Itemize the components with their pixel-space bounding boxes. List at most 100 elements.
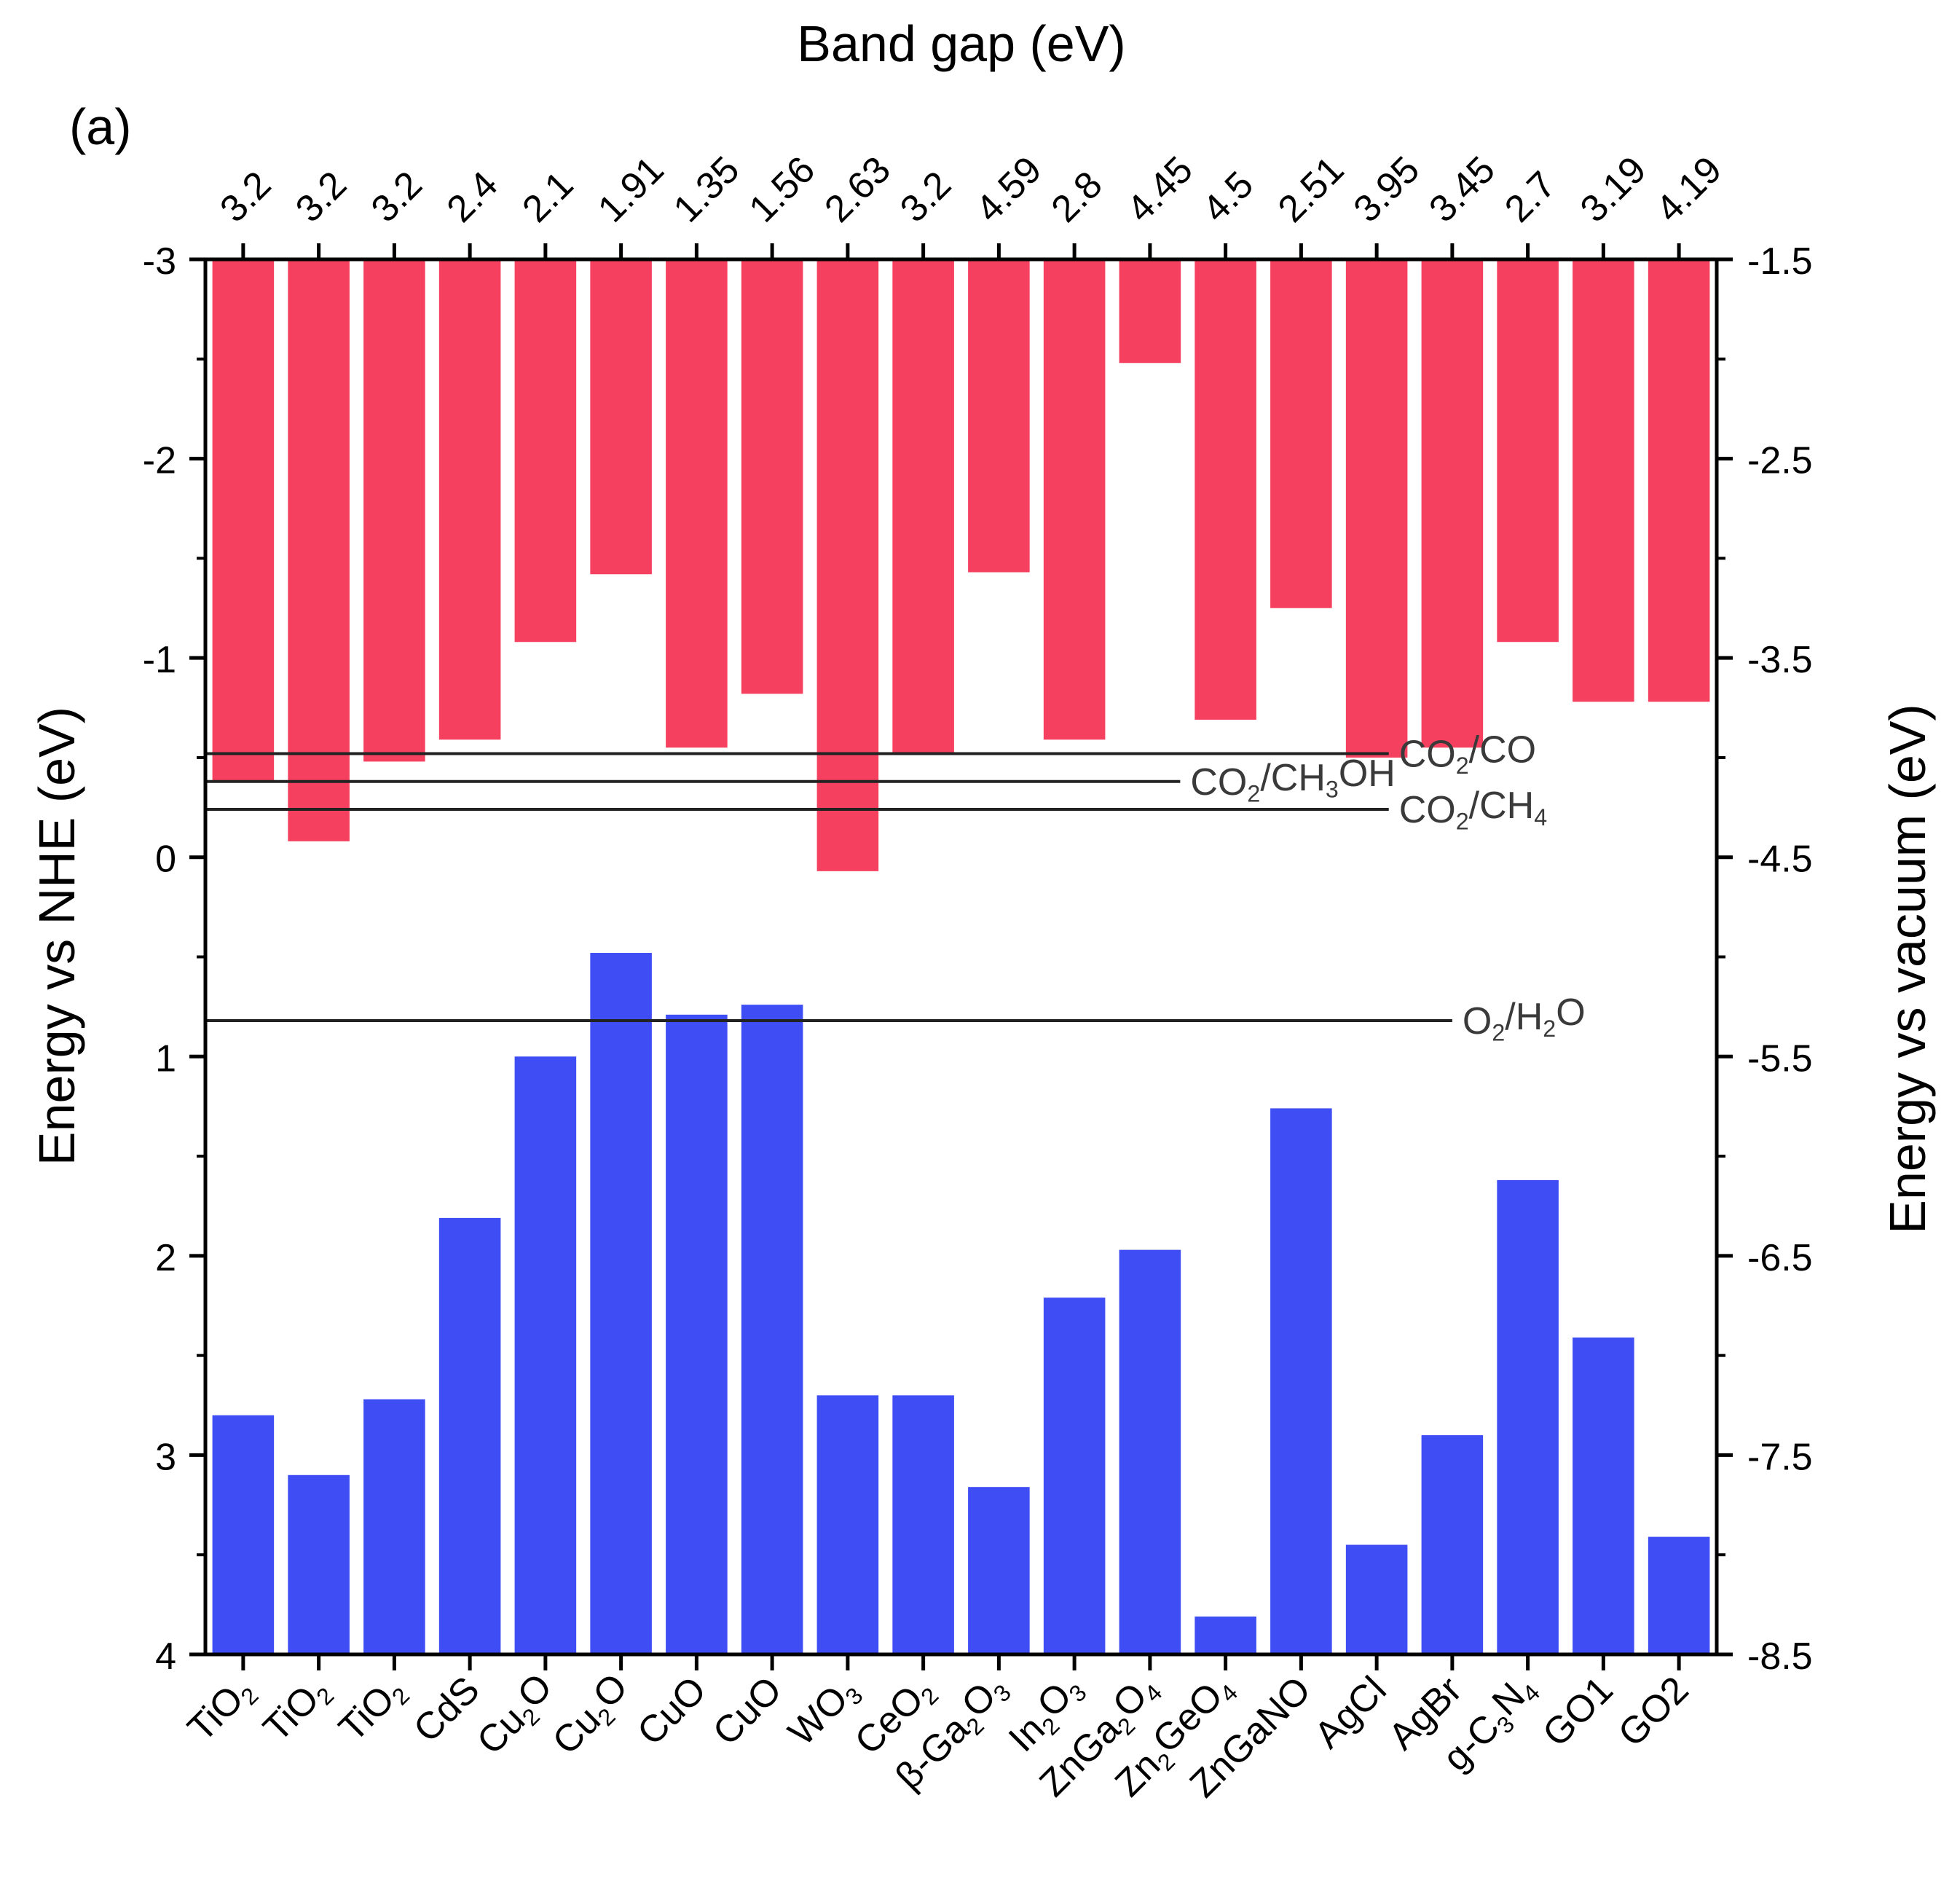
left-tick-label: 3 <box>155 1436 176 1478</box>
conduction-band-bar <box>1648 259 1710 702</box>
conduction-band-bar <box>590 259 652 575</box>
material-label: TiO2​ <box>256 1668 339 1752</box>
band-gap-label: 2.4 <box>439 163 506 230</box>
valence-band-bar <box>816 1395 879 1654</box>
valence-band-bar <box>288 1474 350 1654</box>
band-gap-label: 1.91 <box>590 149 672 231</box>
band-gap-label: 4.59 <box>968 149 1050 231</box>
conduction-band-bar <box>514 259 577 643</box>
band-gap-label: 2.1 <box>514 163 581 230</box>
conduction-band-bar <box>1270 259 1332 608</box>
band-gap-label: 4.45 <box>1119 149 1201 231</box>
reference-line-label: O2​/H2​O <box>1463 991 1586 1046</box>
left-tick-label: -1 <box>143 639 176 681</box>
band-gap-label: 3.45 <box>1421 149 1503 231</box>
reference-line-label: CO2​/CH4​ <box>1399 785 1547 835</box>
band-gap-label: 2.8 <box>1044 163 1111 230</box>
band-gap-label: 3.2 <box>288 163 355 230</box>
valence-band-bar <box>1119 1249 1181 1654</box>
valence-band-bar <box>438 1217 501 1654</box>
top-axis-title: Band gap (eV) <box>797 15 1125 72</box>
valence-band-bar <box>363 1399 425 1654</box>
left-tick-label: 4 <box>155 1635 176 1678</box>
conduction-band-bar <box>892 259 954 754</box>
conduction-band-bar <box>1345 259 1408 758</box>
conduction-band-bar <box>1497 259 1559 643</box>
valence-band-bar <box>1648 1536 1710 1654</box>
material-label: CuO <box>705 1668 790 1753</box>
valence-band-bar <box>514 1056 577 1654</box>
conduction-band-bar <box>1119 259 1181 364</box>
valence-band-bar <box>590 953 652 1654</box>
conduction-band-bar <box>438 259 501 740</box>
material-label: TiO2​ <box>180 1668 264 1752</box>
conduction-band-bar <box>1195 259 1256 720</box>
right-tick-label: -4.5 <box>1747 838 1813 881</box>
valence-band-bar <box>212 1415 275 1654</box>
conduction-band-bar <box>968 259 1030 573</box>
axis-ticks-group <box>189 243 1733 1670</box>
band-gap-label: 2.7 <box>1497 163 1564 230</box>
conduction-band-bar <box>1573 259 1634 702</box>
valence-band-bar <box>1270 1108 1332 1654</box>
conduction-band-bar <box>666 259 728 748</box>
band-gap-label: 4.19 <box>1648 149 1731 231</box>
band-gap-label: 3.2 <box>212 163 279 230</box>
right-tick-label: -8.5 <box>1747 1635 1813 1678</box>
right-tick-label: -1.5 <box>1747 240 1813 283</box>
left-tick-label: -3 <box>143 240 176 283</box>
band-gap-label: 2.51 <box>1270 149 1353 231</box>
left-tick-label: 1 <box>155 1037 176 1080</box>
conduction-band-bar <box>741 259 803 694</box>
band-gap-label: 3.19 <box>1573 149 1655 231</box>
band-gap-label: 2.63 <box>816 149 899 231</box>
right-tick-label: -7.5 <box>1747 1436 1813 1478</box>
conduction-band-bar <box>1043 259 1106 740</box>
band-gap-label: 1.35 <box>666 149 748 231</box>
band-gap-label: 3.95 <box>1346 149 1428 231</box>
material-label: AgCl <box>1307 1668 1395 1756</box>
conduction-band-bar <box>363 259 425 762</box>
valence-band-bar <box>1345 1544 1408 1654</box>
material-label: Cu2​O <box>542 1665 642 1765</box>
band-gap-label: 3.2 <box>363 163 430 230</box>
right-tick-label: -3.5 <box>1747 639 1813 681</box>
panel-label: (a) <box>69 98 132 155</box>
material-label: TiO2​ <box>331 1668 414 1752</box>
left-axis-title: Energy vs NHE (eV) <box>28 707 85 1166</box>
left-tick-label: 2 <box>155 1237 176 1279</box>
right-tick-label: -6.5 <box>1747 1237 1813 1279</box>
reference-line-label: CO2​/CO <box>1399 729 1536 779</box>
material-label: Cu2​O <box>466 1665 566 1765</box>
left-tick-label: 0 <box>155 838 176 881</box>
left-tick-label: -2 <box>143 440 176 482</box>
valence-band-bar <box>1043 1297 1106 1654</box>
band-gap-label: 3.2 <box>892 163 959 230</box>
right-tick-label: -5.5 <box>1747 1037 1813 1080</box>
valence-band-bar <box>1573 1338 1634 1654</box>
conduction-band-bar <box>816 259 879 871</box>
valence-band-bar <box>741 1005 803 1654</box>
valence-band-bar <box>1195 1617 1256 1654</box>
valence-band-bar <box>892 1395 954 1654</box>
valence-band-bar <box>968 1487 1030 1654</box>
right-axis-title: Energy vs vacuum (eV) <box>1879 704 1936 1233</box>
conduction-band-bar <box>212 259 275 782</box>
material-label: GO2 <box>1610 1668 1697 1755</box>
valence-band-bar <box>1497 1179 1559 1654</box>
band-gap-label: 4.5 <box>1195 163 1262 230</box>
valence-band-bar <box>666 1014 728 1654</box>
conduction-band-bar <box>288 259 350 841</box>
material-label: WO3​ <box>780 1668 867 1756</box>
material-label: CuO <box>629 1668 715 1753</box>
plot-frame <box>203 257 1719 1657</box>
valence-band-bar <box>1421 1435 1484 1654</box>
reference-line-label: CO2​/CH3​OH <box>1190 753 1395 807</box>
band-gap-label: 1.56 <box>741 149 824 231</box>
material-label: GO1 <box>1535 1668 1621 1755</box>
conduction-band-bar <box>1421 259 1484 748</box>
bars-group <box>212 259 1710 1654</box>
right-tick-label: -2.5 <box>1747 440 1813 482</box>
